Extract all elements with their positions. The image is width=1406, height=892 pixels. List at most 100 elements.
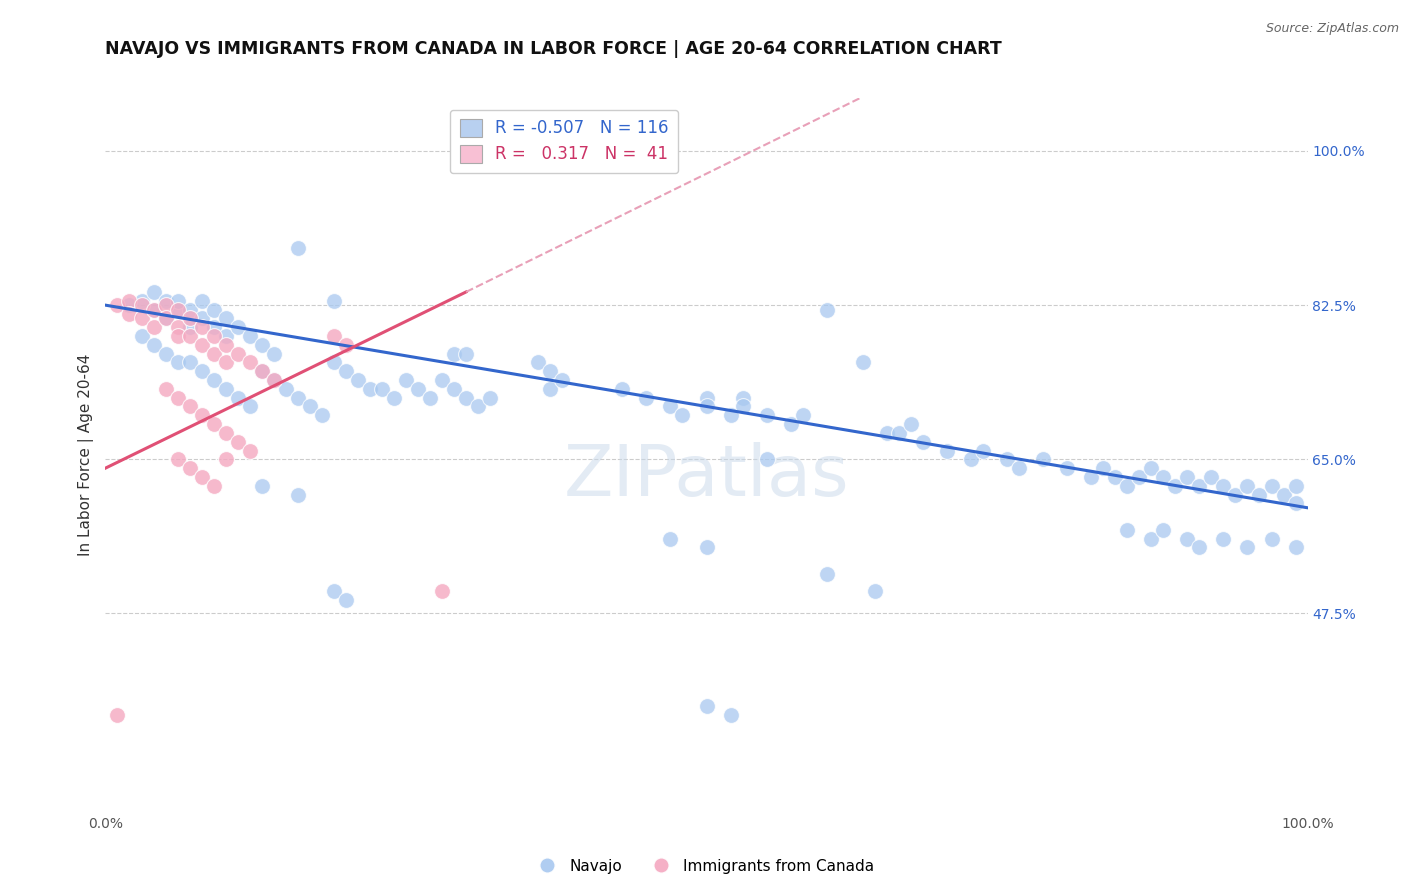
Point <box>190 338 212 352</box>
Point <box>1272 487 1295 501</box>
Point <box>190 470 212 484</box>
Point <box>118 298 141 312</box>
Point <box>239 443 262 458</box>
Point <box>443 346 465 360</box>
Point <box>250 364 273 378</box>
Point <box>755 409 778 423</box>
Point <box>190 364 212 378</box>
Point <box>443 382 465 396</box>
Point <box>298 400 321 414</box>
Point <box>1164 479 1187 493</box>
Point <box>960 452 983 467</box>
Point <box>406 382 429 396</box>
Point <box>131 311 153 326</box>
Point <box>287 391 309 405</box>
Point <box>311 409 333 423</box>
Point <box>322 293 344 308</box>
Point <box>1188 479 1211 493</box>
Point <box>671 409 693 423</box>
Point <box>263 373 285 387</box>
Point <box>1201 470 1223 484</box>
Point <box>179 320 201 334</box>
Point <box>1152 470 1174 484</box>
Point <box>239 329 262 343</box>
Point <box>1128 470 1150 484</box>
Point <box>1032 452 1054 467</box>
Point <box>107 707 129 722</box>
Point <box>696 698 718 713</box>
Point <box>720 409 742 423</box>
Point <box>166 355 188 369</box>
Point <box>118 307 141 321</box>
Point <box>166 391 188 405</box>
Point <box>887 425 910 440</box>
Point <box>287 241 309 255</box>
Point <box>371 382 394 396</box>
Point <box>731 391 754 405</box>
Point <box>155 298 177 312</box>
Point <box>322 355 344 369</box>
Point <box>1284 496 1306 510</box>
Point <box>612 382 634 396</box>
Point <box>335 364 357 378</box>
Point <box>1284 479 1306 493</box>
Point <box>239 355 262 369</box>
Point <box>118 293 141 308</box>
Point <box>263 346 285 360</box>
Point <box>659 400 682 414</box>
Point <box>731 400 754 414</box>
Point <box>322 584 344 599</box>
Point <box>142 338 165 352</box>
Point <box>202 479 225 493</box>
Point <box>166 302 188 317</box>
Point <box>696 541 718 555</box>
Point <box>190 293 212 308</box>
Point <box>107 298 129 312</box>
Point <box>1212 479 1234 493</box>
Point <box>335 338 357 352</box>
Point <box>179 311 201 326</box>
Point <box>202 417 225 431</box>
Point <box>696 391 718 405</box>
Text: Source: ZipAtlas.com: Source: ZipAtlas.com <box>1265 22 1399 36</box>
Point <box>936 443 959 458</box>
Point <box>202 373 225 387</box>
Point <box>142 285 165 299</box>
Point <box>179 302 201 317</box>
Point <box>166 293 188 308</box>
Point <box>1225 487 1247 501</box>
Point <box>202 302 225 317</box>
Point <box>166 320 188 334</box>
Point <box>190 409 212 423</box>
Point <box>190 320 212 334</box>
Point <box>467 400 489 414</box>
Point <box>430 584 453 599</box>
Point <box>1152 523 1174 537</box>
Text: NAVAJO VS IMMIGRANTS FROM CANADA IN LABOR FORCE | AGE 20-64 CORRELATION CHART: NAVAJO VS IMMIGRANTS FROM CANADA IN LABO… <box>105 40 1002 58</box>
Point <box>335 593 357 607</box>
Point <box>226 391 249 405</box>
Point <box>995 452 1018 467</box>
Point <box>1260 479 1282 493</box>
Point <box>852 355 875 369</box>
Point <box>179 329 201 343</box>
Text: ZIPatlas: ZIPatlas <box>564 442 849 511</box>
Point <box>214 311 236 326</box>
Point <box>696 400 718 414</box>
Point <box>274 382 297 396</box>
Point <box>382 391 405 405</box>
Point <box>214 452 236 467</box>
Point <box>972 443 994 458</box>
Point <box>636 391 658 405</box>
Point <box>659 532 682 546</box>
Point <box>863 584 886 599</box>
Point <box>1092 461 1115 475</box>
Point <box>1236 479 1258 493</box>
Point <box>250 479 273 493</box>
Point <box>1236 541 1258 555</box>
Point <box>155 311 177 326</box>
Point <box>131 293 153 308</box>
Point <box>131 298 153 312</box>
Point <box>430 373 453 387</box>
Point <box>815 566 838 581</box>
